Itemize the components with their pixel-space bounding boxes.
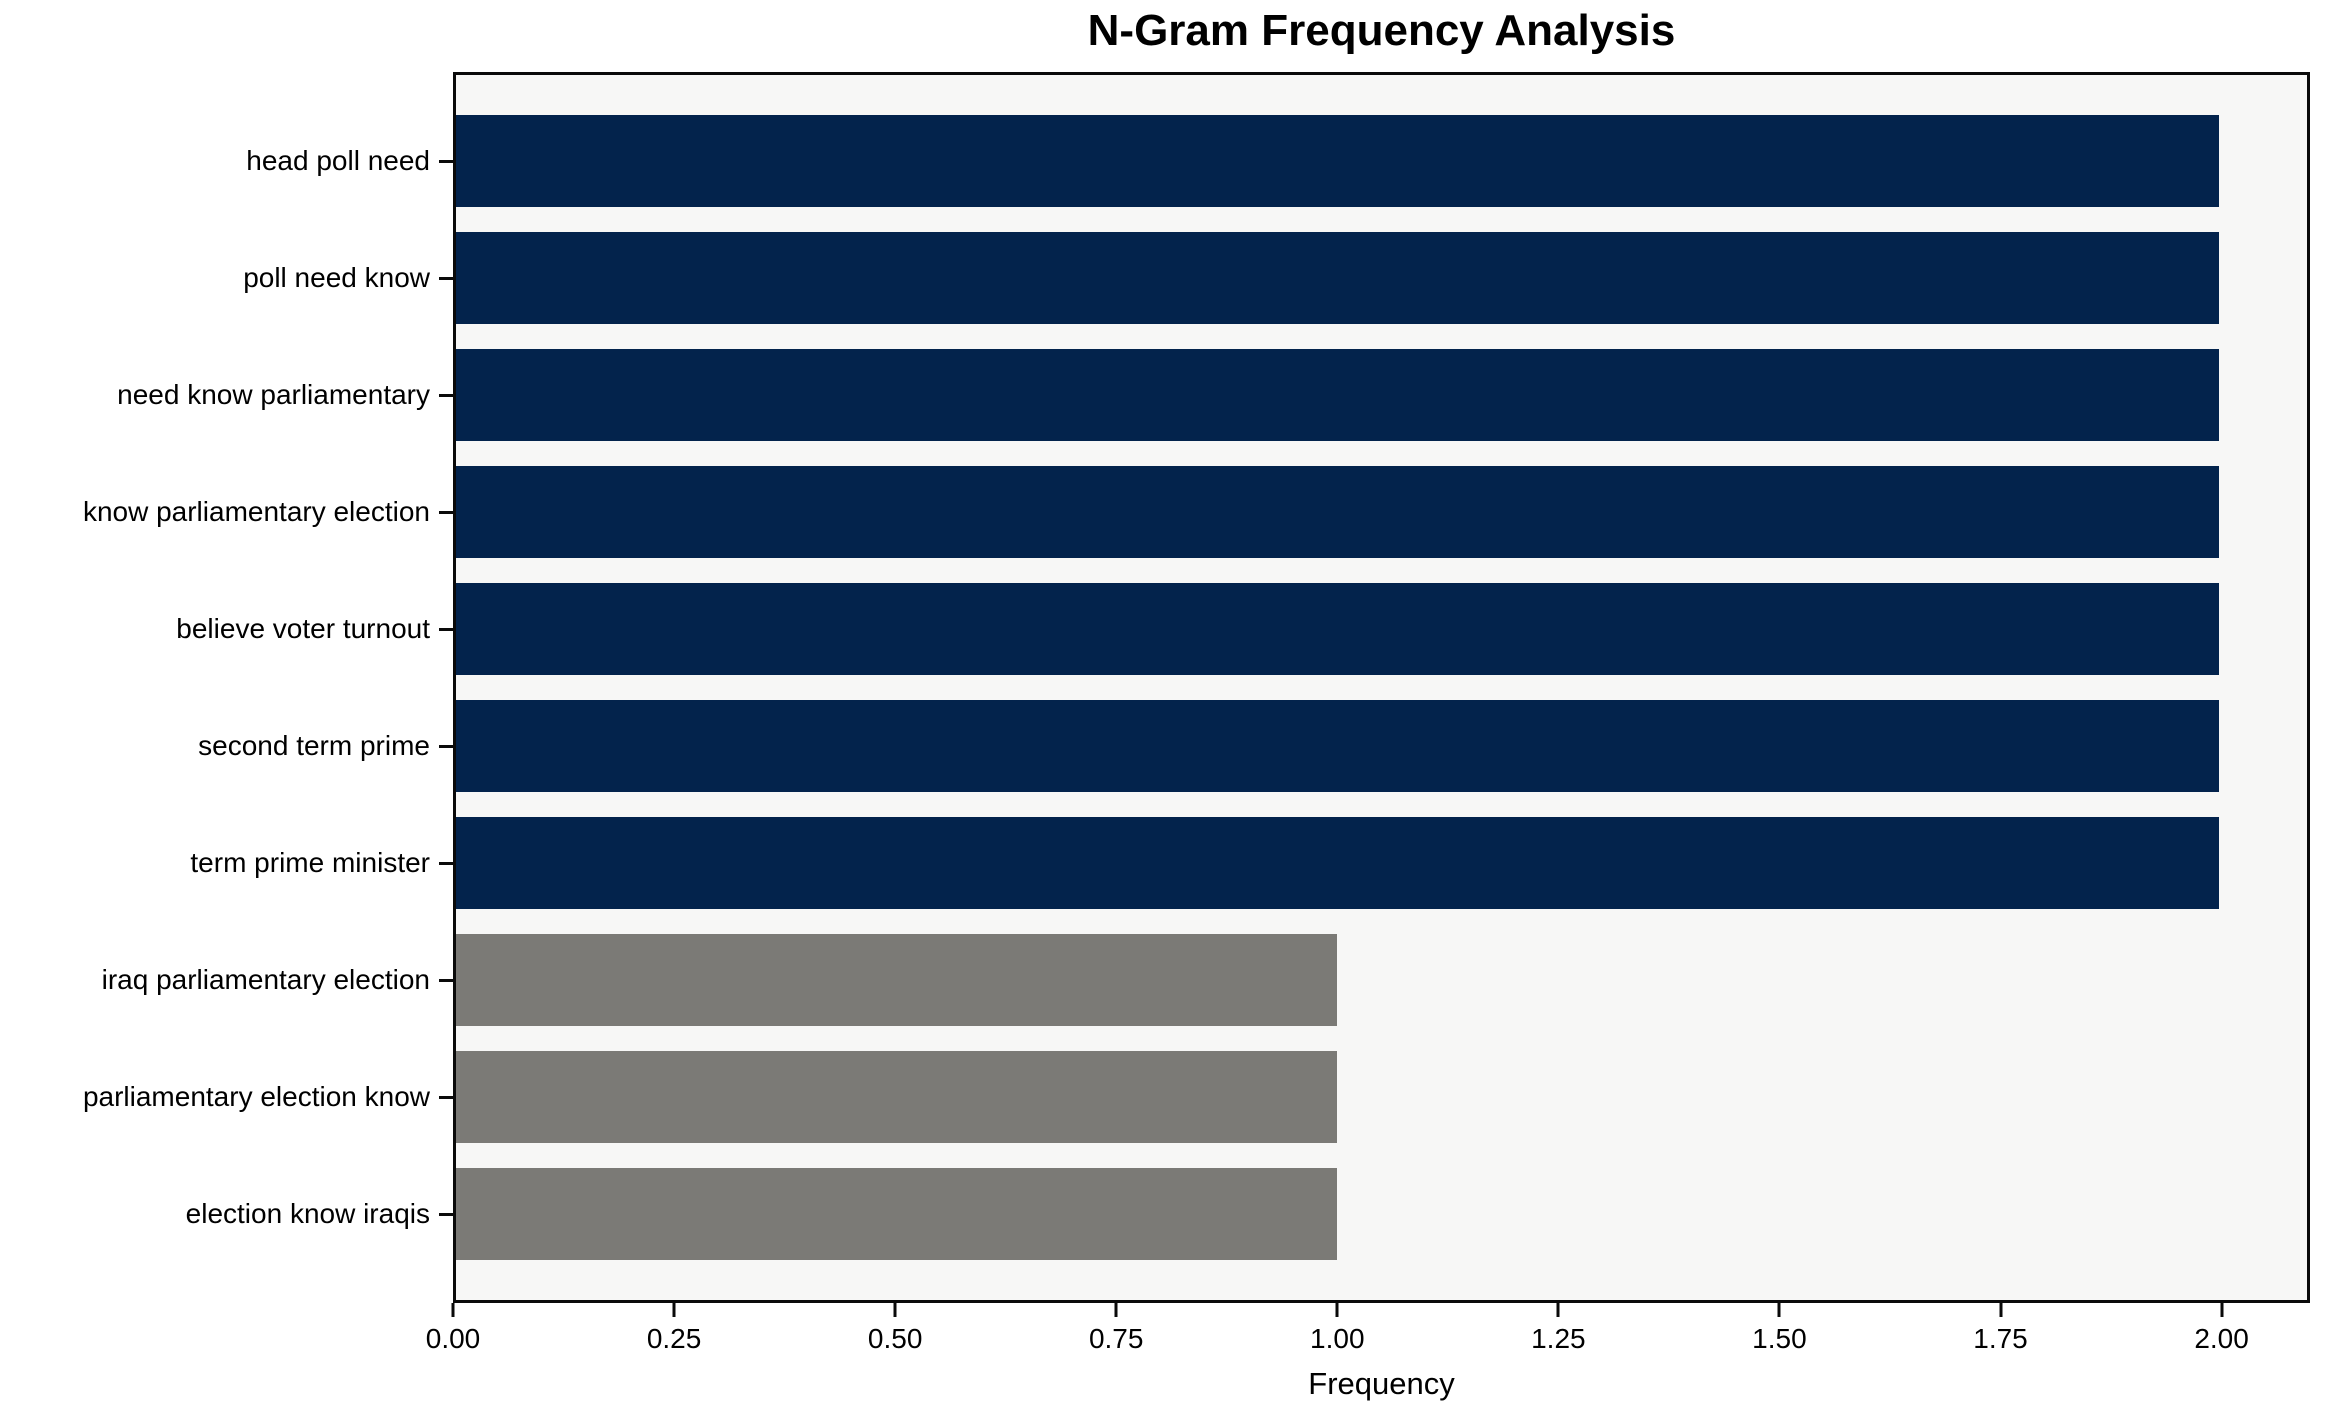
x-tick-mark <box>451 1303 455 1317</box>
bar-know-parliamentary-election <box>456 466 2219 558</box>
bar-second-term-prime <box>456 700 2219 792</box>
y-tick-mark <box>439 744 453 748</box>
x-tick-mark <box>1556 1303 1560 1317</box>
y-tick-label: term prime minister <box>190 847 430 878</box>
y-tick-mark <box>439 276 453 280</box>
x-tick-label: 2.00 <box>2194 1323 2249 1354</box>
bar-term-prime-minister <box>456 817 2219 909</box>
y-tick-label: second term prime <box>198 730 430 761</box>
y-tick-label: poll need know <box>243 262 430 293</box>
x-tick-mark <box>1999 1303 2002 1317</box>
x-axis: 0.00 0.25 0.50 0.75 1.00 1.25 1.50 1.75 2.00 <box>426 1303 2310 1373</box>
y-tick-mark <box>439 1095 453 1099</box>
x-tick-mark <box>1114 1303 1118 1317</box>
y-tick-mark <box>439 978 453 982</box>
y-tick-label: know parliamentary election <box>82 496 430 527</box>
y-axis-row: believe voter turnout <box>0 583 453 675</box>
x-tick-label: 0.00 <box>425 1323 481 1354</box>
x-tick-label: 1.75 <box>1973 1323 2028 1354</box>
bar-election-know-iraqis <box>456 1168 1338 1260</box>
x-tick-label: 0.25 <box>646 1323 702 1354</box>
bar-poll-need-know <box>456 232 2219 324</box>
y-tick-label: iraq parliamentary election <box>101 964 430 995</box>
x-tick-mark <box>1777 1303 1781 1317</box>
x-tick-mark <box>1335 1303 1339 1317</box>
x-axis-label: Frequency <box>1308 1366 1455 1401</box>
y-tick-mark <box>439 159 453 163</box>
y-tick-label: election know iraqis <box>185 1198 430 1229</box>
bar-head-poll-need <box>456 115 2219 207</box>
bar-need-know-parliamentary <box>456 349 2219 441</box>
x-tick-label: 0.75 <box>1088 1323 1144 1354</box>
y-axis: head poll need poll need know need know pa… <box>0 72 453 1303</box>
y-axis-row: head poll need <box>0 115 453 207</box>
y-axis-row: know parliamentary election <box>0 466 453 558</box>
bar-iraq-parliamentary-election <box>456 934 1338 1026</box>
y-axis-row: poll need know <box>0 232 453 324</box>
x-tick-label: 0.50 <box>867 1323 923 1354</box>
y-tick-mark <box>439 861 453 865</box>
y-axis-row: need know parliamentary <box>0 349 453 441</box>
y-tick-label: parliamentary election know <box>82 1081 430 1112</box>
y-tick-label: need know parliamentary <box>117 379 430 410</box>
y-tick-mark <box>439 627 453 631</box>
chart-title: N-Gram Frequency Analysis <box>1087 6 1676 55</box>
y-axis-row: iraq parliamentary election <box>0 934 453 1026</box>
y-axis-row: parliamentary election know <box>0 1051 453 1143</box>
y-tick-label: head poll need <box>246 145 430 176</box>
x-tick-mark <box>893 1303 897 1317</box>
bar-parliamentary-election-know <box>456 1051 1338 1143</box>
y-tick-mark <box>439 1212 453 1216</box>
y-axis-row: term prime minister <box>0 817 453 909</box>
bar-believe-voter-turnout <box>456 583 2219 675</box>
y-tick-mark <box>439 510 453 514</box>
y-axis-row: election know iraqis <box>0 1168 453 1260</box>
x-tick-label: 1.25 <box>1531 1323 1586 1354</box>
y-tick-mark <box>439 393 453 397</box>
x-tick-mark <box>2220 1303 2224 1317</box>
x-tick-label: 1.50 <box>1752 1323 1807 1354</box>
x-tick-mark <box>672 1303 676 1317</box>
x-tick-label: 1.00 <box>1310 1323 1365 1354</box>
y-axis-row: second term prime <box>0 700 453 792</box>
y-tick-label: believe voter turnout <box>176 613 430 644</box>
plot-area <box>453 72 2310 1303</box>
